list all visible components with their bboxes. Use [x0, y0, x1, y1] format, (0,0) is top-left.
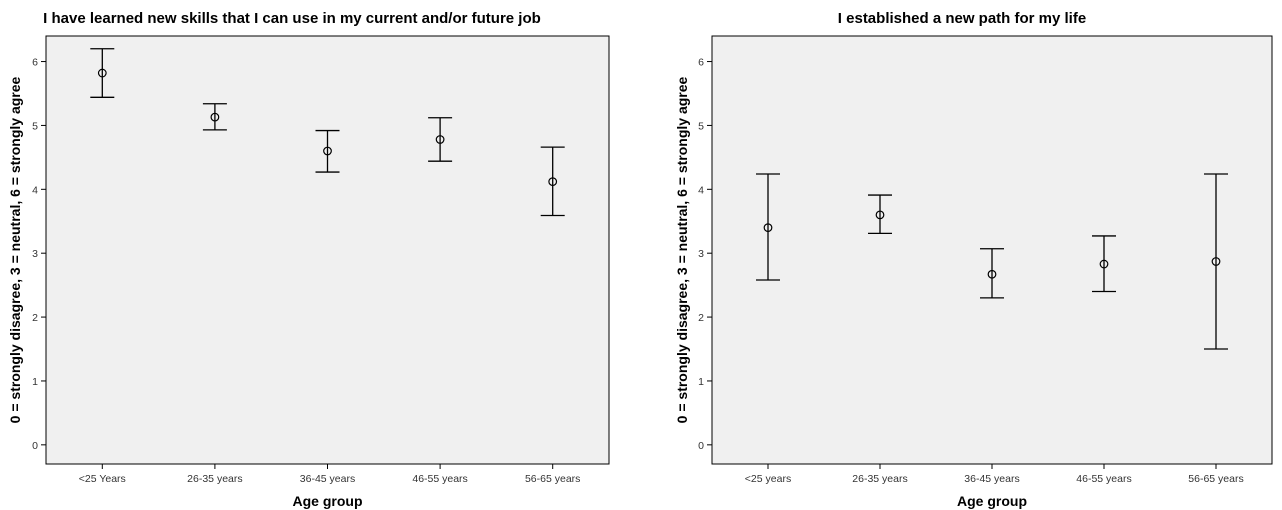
- y-tick-label: 1: [698, 376, 704, 388]
- y-tick-label: 6: [698, 57, 704, 69]
- x-tick-label: <25 years: [745, 473, 791, 485]
- error-bar-4: [428, 117, 453, 162]
- y-tick-label: 0: [698, 440, 704, 452]
- y-tick-label: 3: [698, 248, 704, 260]
- error-bar-1: [90, 48, 115, 98]
- y-tick-label: 4: [698, 184, 704, 196]
- x-tick-label: 26-35 years: [852, 473, 907, 485]
- chart-title: I have learned new skills that I can use…: [43, 10, 541, 27]
- error-bar-3: [980, 248, 1004, 299]
- error-bar-5: [1204, 173, 1228, 350]
- mean-point: [1211, 257, 1221, 266]
- x-axis-title: Age group: [957, 493, 1027, 509]
- y-tick-label: 1: [32, 376, 38, 388]
- mean-point: [323, 146, 332, 156]
- y-tick-label: 3: [32, 248, 38, 260]
- x-tick-label: 56-65 years: [1188, 473, 1243, 485]
- mean-point: [987, 269, 997, 279]
- y-axis-title: 0 = strongly disagree, 3 = neutral, 6 = …: [674, 76, 690, 423]
- mean-point: [435, 135, 445, 144]
- mean-point: [1099, 259, 1109, 269]
- y-tick-label: 5: [32, 120, 38, 132]
- mean-point: [97, 68, 107, 78]
- x-tick-label: 36-45 years: [300, 473, 355, 485]
- chart-panel-1: I have learned new skills that I can use…: [7, 10, 610, 509]
- error-bar-2: [868, 194, 892, 235]
- error-bar-1: [756, 173, 780, 281]
- chart-panel-2: I established a new path for my life 0 1 2 3…: [674, 10, 1273, 509]
- x-tick-label: 36-45 years: [964, 473, 1019, 485]
- x-tick-label: 26-35 years: [187, 473, 242, 485]
- mean-point: [763, 223, 773, 233]
- mean-point: [875, 210, 885, 220]
- x-tick-label: 46-55 years: [412, 473, 467, 485]
- plot-area: [45, 35, 610, 465]
- x-tick-label: <25 Years: [79, 473, 126, 485]
- error-bar-4: [1092, 235, 1116, 293]
- x-axis-title: Age group: [293, 493, 363, 509]
- mean-point: [548, 177, 558, 187]
- y-tick-label: 0: [32, 440, 38, 452]
- chart-title: I established a new path for my life: [838, 10, 1086, 27]
- mean-point: [210, 112, 220, 122]
- error-bar-3: [315, 129, 340, 173]
- y-axis-title: 0 = strongly disagree, 3 = neutral, 6 = …: [7, 76, 23, 423]
- error-bar-5: [540, 146, 565, 217]
- y-tick-label: 5: [698, 120, 704, 132]
- y-tick-label: 2: [698, 312, 704, 324]
- y-tick-label: 4: [32, 184, 38, 196]
- y-tick-label: 2: [32, 312, 38, 324]
- error-bar-2: [202, 103, 227, 131]
- y-tick-label: 6: [32, 57, 38, 69]
- x-tick-label: 46-55 years: [1076, 473, 1131, 485]
- x-tick-label: 56-65 years: [525, 473, 580, 485]
